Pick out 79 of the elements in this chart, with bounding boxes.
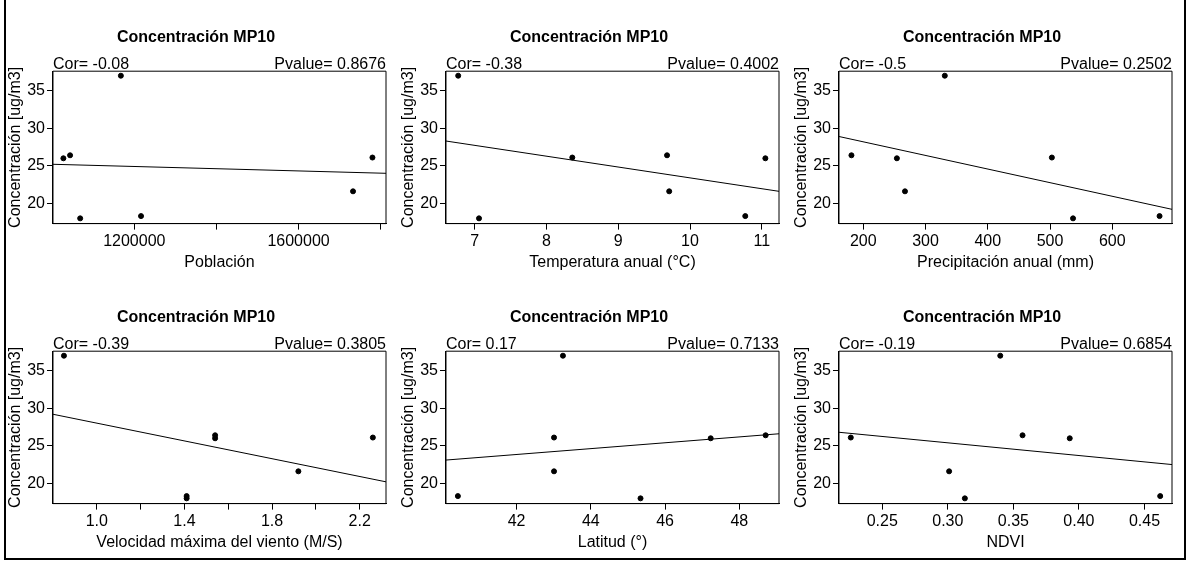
chart-title: Concentración MP10 bbox=[116, 308, 276, 326]
y-tick-label: 35 bbox=[420, 361, 439, 379]
annotation: Pvalue= 0.4002 bbox=[667, 54, 780, 72]
x-axis-title: Temperatura anual (°C) bbox=[529, 252, 696, 270]
x-tick-label: 0.30 bbox=[932, 511, 964, 529]
x-tick-label: 600 bbox=[1098, 231, 1126, 249]
y-axis-title: Concentración [ug/m3] bbox=[6, 66, 24, 228]
x-tick-label: 500 bbox=[1036, 231, 1064, 249]
y-tick-label: 35 bbox=[27, 361, 46, 379]
annotation: Cor= 0.17 bbox=[446, 334, 517, 352]
x-tick-label: 300 bbox=[912, 231, 939, 249]
y-axis-title: Concentración [ug/m3] bbox=[6, 346, 24, 508]
chart-title: Concentración MP10 bbox=[509, 28, 669, 46]
y-tick-label: 20 bbox=[27, 193, 46, 211]
y-tick-label: 25 bbox=[813, 156, 832, 174]
x-tick-label: 46 bbox=[656, 511, 675, 529]
x-tick-label: 8 bbox=[542, 231, 552, 249]
annotation: Pvalue= 0.3805 bbox=[274, 334, 387, 352]
x-tick-label: 0.45 bbox=[1128, 511, 1161, 529]
y-tick-label: 30 bbox=[27, 398, 46, 416]
y-tick-label: 25 bbox=[27, 156, 46, 174]
y-tick-label: 30 bbox=[420, 398, 439, 416]
y-tick-label: 20 bbox=[420, 473, 439, 491]
x-tick-label: 1200000 bbox=[103, 231, 166, 249]
y-tick-label: 30 bbox=[420, 118, 439, 136]
annotation: Cor= -0.5 bbox=[839, 54, 907, 72]
chart-title: Concentración MP10 bbox=[902, 28, 1062, 46]
x-tick-label: 10 bbox=[681, 231, 700, 249]
x-axis-title: Velocidad máxima del viento (M/S) bbox=[96, 532, 343, 550]
x-tick-label: 42 bbox=[507, 511, 526, 529]
x-tick-label: 0.40 bbox=[1063, 511, 1095, 529]
y-tick-label: 20 bbox=[27, 473, 46, 491]
y-axis-title: Concentración [ug/m3] bbox=[792, 66, 810, 228]
y-tick-label: 35 bbox=[813, 81, 832, 99]
x-tick-label: 9 bbox=[613, 231, 623, 249]
x-tick-label: 2.2 bbox=[348, 511, 371, 529]
annotation: Cor= -0.19 bbox=[839, 334, 916, 352]
x-tick-label: 0.25 bbox=[866, 511, 898, 529]
y-tick-label: 20 bbox=[813, 473, 832, 491]
x-tick-label: 1.8 bbox=[260, 511, 284, 529]
y-axis-title: Concentración [ug/m3] bbox=[399, 346, 417, 508]
x-tick-label: 48 bbox=[730, 511, 749, 529]
annotation: Pvalue= 0.6854 bbox=[1060, 334, 1173, 352]
y-tick-label: 20 bbox=[813, 193, 832, 211]
y-tick-label: 30 bbox=[27, 118, 46, 136]
y-tick-label: 25 bbox=[420, 156, 439, 174]
x-axis-title: Latitud (°) bbox=[577, 532, 648, 550]
x-axis-title: NDVI bbox=[986, 532, 1025, 550]
x-tick-label: 1600000 bbox=[267, 231, 330, 249]
x-tick-label: 1.4 bbox=[173, 511, 196, 529]
y-tick-label: 30 bbox=[813, 398, 832, 416]
x-tick-label: 44 bbox=[581, 511, 600, 529]
chart-title: Concentración MP10 bbox=[509, 308, 669, 326]
y-tick-label: 35 bbox=[813, 361, 832, 379]
annotation: Pvalue= 0.8676 bbox=[274, 54, 387, 72]
x-axis-title: Población bbox=[184, 252, 255, 270]
y-tick-label: 30 bbox=[813, 118, 832, 136]
chart-title: Concentración MP10 bbox=[116, 28, 276, 46]
x-tick-label: 0.35 bbox=[997, 511, 1030, 529]
x-tick-label: 11 bbox=[753, 231, 771, 249]
y-tick-label: 25 bbox=[813, 436, 832, 454]
chart-title: Concentración MP10 bbox=[902, 308, 1062, 326]
y-axis-title: Concentración [ug/m3] bbox=[399, 66, 417, 228]
y-tick-label: 35 bbox=[27, 81, 46, 99]
x-tick-label: 200 bbox=[849, 231, 877, 249]
annotation: Cor= -0.39 bbox=[53, 334, 130, 352]
y-tick-label: 35 bbox=[420, 81, 439, 99]
x-tick-label: 7 bbox=[470, 231, 480, 249]
annotation: Pvalue= 0.2502 bbox=[1060, 54, 1173, 72]
x-tick-label: 400 bbox=[974, 231, 1002, 249]
y-tick-label: 20 bbox=[420, 193, 439, 211]
x-axis-title: Precipitación anual (mm) bbox=[917, 252, 1094, 270]
x-tick-label: 1.0 bbox=[85, 511, 109, 529]
y-axis-title: Concentración [ug/m3] bbox=[792, 346, 810, 508]
y-tick-label: 25 bbox=[27, 436, 46, 454]
annotation: Cor= -0.38 bbox=[446, 54, 523, 72]
annotation: Pvalue= 0.7133 bbox=[667, 334, 780, 352]
y-tick-label: 25 bbox=[420, 436, 439, 454]
annotation: Cor= -0.08 bbox=[53, 54, 130, 72]
